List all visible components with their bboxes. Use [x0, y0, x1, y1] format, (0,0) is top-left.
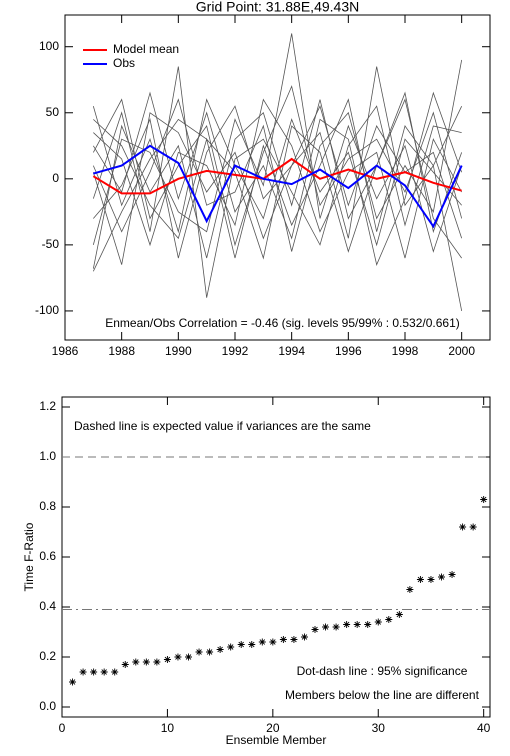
asterisk-point: [374, 618, 382, 626]
x-tick-label: 10: [161, 721, 175, 735]
y-tick-label: 0.0: [39, 699, 56, 713]
y-tick-label: 0.2: [39, 649, 56, 663]
asterisk-point: [216, 646, 224, 653]
x-axis-label: Ensemble Member: [226, 733, 327, 747]
asterisk-point: [343, 621, 351, 628]
asterisk-point: [459, 523, 467, 531]
x-tick-label: 1994: [278, 344, 305, 358]
asterisk-point: [290, 636, 298, 643]
y-axis-label: Time F-Ratio: [22, 522, 36, 591]
asterisk-point: [100, 668, 108, 676]
asterisk-point: [69, 678, 77, 686]
asterisk-point: [90, 668, 98, 676]
asterisk-point: [395, 611, 403, 618]
asterisk-point: [185, 653, 193, 661]
asterisk-point: [111, 668, 119, 676]
ensemble-line: [93, 98, 463, 312]
asterisk-point: [258, 638, 266, 646]
y-tick-label: 0.8: [39, 499, 56, 513]
asterisk-point: [279, 636, 287, 643]
ensemble-line: [93, 98, 463, 259]
ensemble-line: [92, 66, 462, 298]
asterisk-point: [163, 656, 171, 663]
y-tick-label: 0: [52, 171, 59, 185]
ensemble-line: [92, 91, 463, 266]
asterisk-point: [416, 576, 424, 583]
y-tick-label: 100: [39, 39, 59, 53]
asterisk-point: [132, 658, 140, 666]
x-tick-label: 2000: [448, 344, 475, 358]
y-tick-label: 1.2: [39, 399, 56, 413]
ensemble-line: [92, 59, 463, 252]
x-tick-label: 1992: [222, 344, 249, 358]
ensemble-line: [92, 33, 463, 253]
asterisk-point: [438, 573, 446, 581]
series-line: [93, 144, 463, 229]
series-line: [92, 157, 462, 195]
y-tick-label: -100: [35, 303, 59, 317]
asterisk-point: [248, 641, 256, 648]
x-tick-label: 1986: [52, 344, 79, 358]
x-tick-label: 1990: [165, 344, 192, 358]
asterisk-point: [332, 623, 340, 631]
x-tick-label: 40: [477, 721, 491, 735]
asterisk-point: [427, 576, 435, 583]
x-tick-label: 0: [59, 721, 66, 735]
legend-label: Model mean: [113, 42, 179, 56]
annotation: Dot-dash line : 95% significance: [297, 664, 468, 678]
annotation: Enmean/Obs Correlation = -0.46 (sig. lev…: [105, 316, 460, 330]
x-tick-label: 20: [266, 721, 280, 735]
plot-frame: [64, 14, 491, 341]
asterisk-point: [269, 638, 277, 646]
asterisk-point: [237, 641, 245, 648]
asterisk-point: [406, 586, 414, 593]
asterisk-point: [121, 661, 129, 668]
y-tick-label: -50: [42, 237, 60, 251]
x-tick-label: 1988: [108, 344, 135, 358]
y-tick-label: 1.0: [39, 449, 56, 463]
asterisk-point: [206, 648, 214, 656]
y-tick-label: 50: [46, 105, 60, 119]
ensemble-line: [92, 98, 462, 272]
asterisk-point: [142, 658, 150, 666]
asterisk-point: [322, 623, 330, 631]
asterisk-point: [469, 523, 477, 531]
asterisk-point: [227, 643, 235, 651]
annotation: Dashed line is expected value if varianc…: [74, 419, 371, 433]
legend-label: Obs: [113, 56, 135, 70]
x-tick-label: 1998: [392, 344, 419, 358]
asterisk-point: [311, 626, 319, 633]
x-tick-label: 30: [372, 721, 386, 735]
asterisk-point: [480, 496, 488, 503]
y-tick-label: 0.4: [39, 599, 56, 613]
asterisk-point: [353, 621, 361, 628]
y-tick-label: 0.6: [39, 549, 56, 563]
asterisk-point: [195, 648, 203, 656]
asterisk-point: [364, 621, 372, 628]
asterisk-point: [79, 668, 87, 676]
asterisk-point: [385, 616, 393, 623]
asterisk-point: [174, 653, 182, 661]
asterisk-point: [153, 658, 161, 666]
asterisk-point: [300, 633, 308, 641]
x-tick-label: 1996: [335, 344, 362, 358]
chart-title: Grid Point: 31.88E,49.43N: [196, 0, 359, 15]
asterisk-point: [448, 571, 456, 578]
ensemble-line: [92, 91, 463, 269]
annotation: Members below the line are different: [285, 688, 480, 702]
